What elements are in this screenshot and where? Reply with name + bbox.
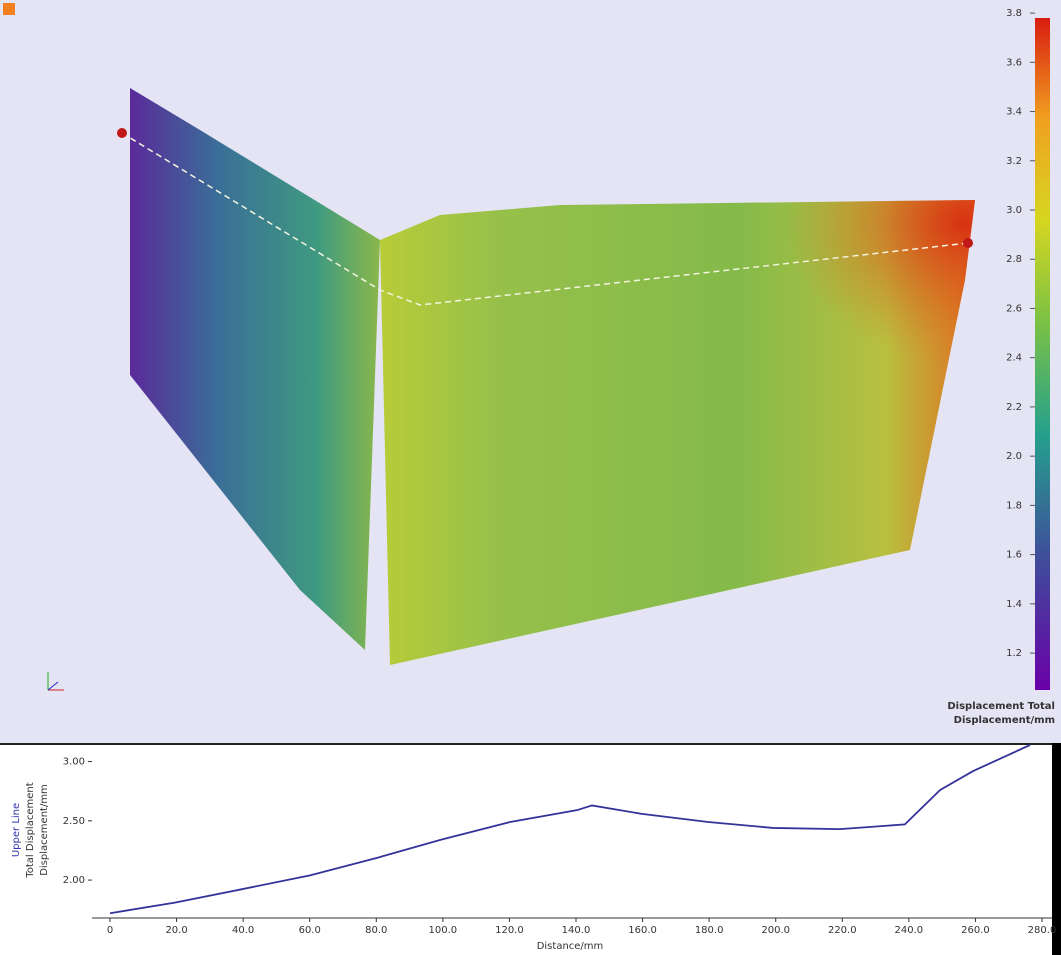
colorbar-tick-label: 2.8: [1006, 254, 1022, 265]
colorbar-tick-label: 3.6: [1006, 57, 1022, 68]
surface-left: [130, 88, 380, 650]
x-tick-label: 160.0: [628, 925, 657, 936]
colorbar-tick-label: 2.4: [1006, 353, 1022, 364]
y-tick-label: 2.50: [63, 816, 85, 827]
x-tick-label: 20.0: [165, 925, 187, 936]
x-tick-label: 80.0: [365, 925, 387, 936]
colorbar-tick-label: 1.8: [1006, 500, 1022, 511]
x-tick-label: 140.0: [562, 925, 591, 936]
probe-end: [117, 128, 127, 138]
chart-panel: [0, 743, 1061, 955]
colorbar-tick-label: 1.2: [1006, 648, 1022, 659]
colorbar-tick-label: 1.6: [1006, 550, 1022, 561]
scrollbar[interactable]: [1052, 743, 1061, 955]
x-tick-label: 240.0: [895, 925, 924, 936]
y-axis-title: Upper Line: [11, 803, 22, 857]
surface-hot: [380, 200, 975, 665]
colorbar-tick-label: 1.4: [1006, 599, 1022, 610]
x-axis-title: Distance/mm: [537, 941, 604, 952]
colorbar: [1035, 18, 1050, 690]
x-tick-label: 180.0: [695, 925, 724, 936]
colorbar-tick-label: 3.8: [1006, 8, 1022, 19]
x-tick-label: 0: [107, 925, 113, 936]
x-tick-label: 220.0: [828, 925, 857, 936]
toolbar-icon[interactable]: [3, 3, 15, 15]
axis-triad: [47, 672, 64, 691]
colorbar-tick-label: 2.2: [1006, 402, 1022, 413]
y-tick-label: 3.00: [63, 757, 85, 768]
colorbar-tick-label: 2.6: [1006, 303, 1022, 314]
probe-end: [963, 238, 973, 248]
x-tick-label: 260.0: [961, 925, 990, 936]
colorbar-label: Displacement/mm: [954, 715, 1055, 726]
data-line: [109, 744, 1031, 915]
y-axis-title: Total Displacement: [25, 782, 36, 878]
colorbar-tick-label: 3.4: [1006, 107, 1022, 118]
x-tick-label: 280.0: [1028, 925, 1057, 936]
x-tick-label: 200.0: [761, 925, 790, 936]
x-tick-label: 40.0: [232, 925, 254, 936]
x-tick-label: 60.0: [299, 925, 321, 936]
y-tick-label: 2.00: [63, 875, 85, 886]
colorbar-label: Displacement Total: [947, 701, 1055, 712]
colorbar-tick-label: 2.0: [1006, 451, 1022, 462]
probe-line: [121, 132, 969, 306]
y-axis-title: Displacement/mm: [39, 784, 50, 876]
x-tick-label: 100.0: [429, 925, 458, 936]
x-tick-label: 120.0: [495, 925, 524, 936]
colorbar-tick-label: 3.0: [1006, 205, 1022, 216]
colorbar-tick-label: 3.2: [1006, 156, 1022, 167]
